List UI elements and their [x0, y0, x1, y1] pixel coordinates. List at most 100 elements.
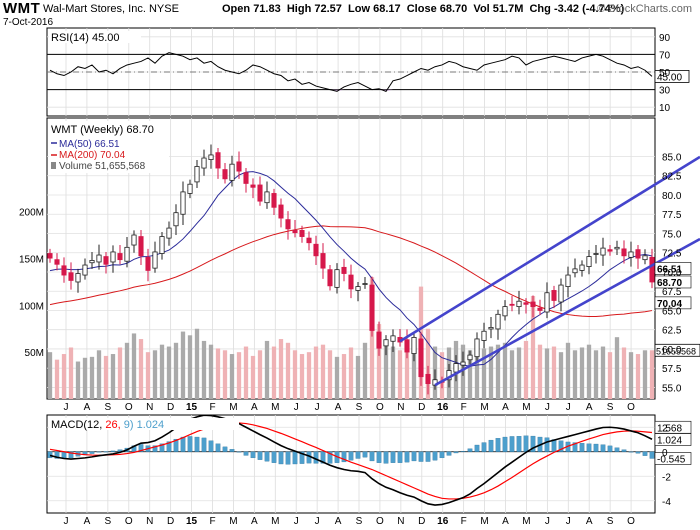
rsi-tick-label: 90 [659, 33, 671, 44]
volume-bar [607, 352, 613, 399]
volume-value-tag [654, 343, 700, 357]
volume-bar [215, 348, 221, 399]
volume-bar [649, 350, 655, 399]
x-tick-label: J [566, 516, 571, 527]
rsi-legend: RSI(14) 45.00 [49, 31, 141, 44]
volume-bar [131, 333, 137, 399]
x-tick-label: D [167, 516, 174, 527]
macd-histogram-bar [418, 451, 424, 462]
x-tick-label: O [627, 402, 635, 413]
x-tick-label: F [209, 402, 215, 413]
chg-label: Chg [529, 3, 551, 15]
candle-body [460, 361, 466, 366]
macd-histogram-bar [299, 451, 305, 464]
macd-histogram-bar [551, 439, 557, 452]
volume-bar [313, 346, 319, 399]
candle-body [418, 338, 424, 378]
macd-histogram-bar [614, 447, 620, 452]
macd-line [49, 414, 653, 506]
volume-bar [145, 352, 151, 399]
candle-body [110, 251, 116, 263]
x-tick-label: J [545, 402, 550, 413]
candle-body [201, 157, 207, 169]
candle-body [229, 163, 235, 181]
candle-body [306, 237, 312, 244]
rsi-tick-label: 30 [659, 86, 671, 97]
volume-bar [264, 340, 270, 399]
candle-body [152, 251, 158, 269]
macd-histogram-bar [47, 451, 53, 459]
macd-histogram-bar [502, 436, 508, 452]
candle-body [572, 268, 578, 274]
candle-body [411, 337, 417, 354]
candle-body [215, 152, 221, 169]
ma50-value-tag-text: 66.51 [657, 264, 682, 275]
ma200-line [49, 225, 653, 318]
macd-histogram-bar [327, 451, 333, 464]
x-tick-label: O [627, 516, 635, 527]
volume-bar [348, 347, 354, 399]
ma50-value-tag [654, 262, 692, 275]
volume-bar [257, 350, 263, 399]
volume-bar [397, 350, 403, 399]
x-tick-label: M [229, 402, 237, 413]
price-tick-label: 60.0 [662, 345, 682, 356]
ma200-legend-label: MA(200) 70.04 [59, 150, 126, 161]
macd-histogram-bar [348, 451, 354, 461]
histogram-value-tag [654, 452, 692, 465]
volume-bar [411, 352, 417, 399]
x-tick-label: A [84, 402, 91, 413]
volume-bar [551, 346, 557, 399]
macd-histogram-bar [530, 435, 536, 452]
watermark: © StockCharts.com [597, 3, 692, 15]
volume-bar [530, 295, 536, 399]
macd-histogram-bar [509, 436, 515, 452]
chg-value: -3.42 (-4.74%) [553, 3, 625, 15]
x-tick-label: F [209, 516, 215, 527]
volume-bar [222, 350, 228, 399]
macd-histogram-bar [215, 443, 221, 452]
volume-bar [600, 346, 606, 399]
candle-body [607, 249, 613, 252]
candle-body [341, 266, 347, 274]
candle-body [586, 256, 592, 267]
macd-histogram-bar [544, 437, 550, 452]
candle-body [68, 272, 74, 281]
x-tick-label: M [480, 516, 488, 527]
x-tick-label: J [545, 516, 550, 527]
volume-bar [467, 350, 473, 399]
volume-bar [327, 350, 333, 399]
x-tick-label: M [229, 516, 237, 527]
x-tick-label: F [461, 402, 467, 413]
candle-body [509, 303, 515, 306]
x-tick-label: A [251, 402, 258, 413]
macd-histogram-bar [439, 451, 445, 459]
rsi-tick-label: 50 [659, 68, 671, 79]
company-label: Wal-Mart Stores, Inc. [43, 3, 146, 15]
candle-body [649, 256, 655, 283]
volume-tick-label: 50M [25, 348, 44, 359]
candle-body [495, 313, 501, 330]
high-label: High [286, 3, 312, 15]
volume-bar [250, 355, 256, 399]
macd-tick-label: -4 [662, 497, 671, 508]
macd-histogram-bar [180, 436, 186, 452]
candle-body [362, 283, 368, 285]
x-tick-label: 16 [437, 402, 449, 413]
volume-bar [180, 331, 186, 399]
candle-body [138, 236, 144, 257]
volume-bar [621, 347, 627, 399]
candle-body [369, 284, 375, 331]
volume-bar [173, 342, 179, 399]
volume-bar [187, 335, 193, 399]
macd-histogram-bar [194, 436, 200, 452]
histogram-value-tag-text: -0.545 [657, 454, 686, 465]
macd-histogram-bar [376, 451, 382, 463]
macd-histogram-bar [271, 451, 277, 463]
x-tick-label: M [480, 402, 488, 413]
candle-body [390, 335, 396, 342]
macd-histogram-bar [593, 443, 599, 452]
candle-body [173, 212, 179, 227]
candle-body [89, 260, 95, 264]
volume-value: 51.7M [492, 3, 524, 15]
